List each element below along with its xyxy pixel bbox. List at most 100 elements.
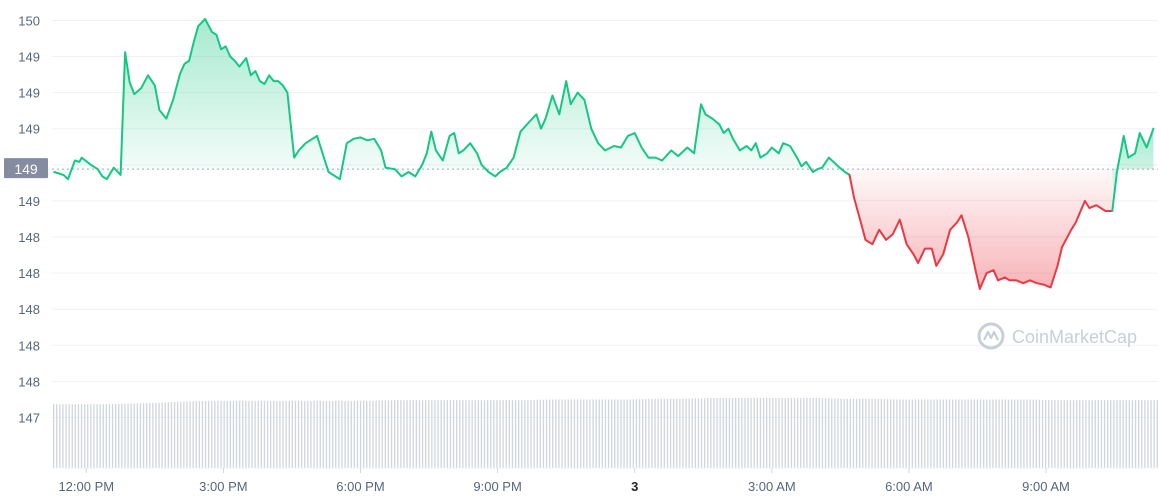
volume-bar bbox=[1076, 400, 1078, 468]
volume-bar bbox=[449, 400, 452, 468]
volume-bar bbox=[880, 399, 882, 468]
volume-bar bbox=[620, 399, 622, 468]
volume-bar bbox=[483, 400, 486, 468]
volume-bar bbox=[177, 401, 179, 468]
volume-bar bbox=[719, 398, 721, 468]
volume-bar bbox=[669, 398, 672, 468]
volume-bar bbox=[911, 399, 913, 468]
volume-bar bbox=[979, 399, 982, 468]
volume-bar bbox=[1131, 400, 1134, 468]
volume-bar bbox=[493, 400, 495, 468]
volume-bar bbox=[890, 399, 892, 468]
volume-bars bbox=[53, 398, 1158, 468]
volume-bar bbox=[468, 400, 470, 468]
volume-bar bbox=[319, 400, 321, 468]
volume-bar bbox=[942, 399, 944, 468]
volume-bar bbox=[716, 398, 718, 468]
volume-bar bbox=[366, 400, 368, 468]
volume-bar bbox=[338, 400, 340, 468]
volume-bar bbox=[412, 400, 414, 468]
volume-bar bbox=[886, 399, 889, 468]
volume-bar bbox=[1097, 400, 1099, 468]
volume-bar bbox=[893, 399, 895, 468]
volume-bar bbox=[130, 403, 132, 468]
volume-bar bbox=[846, 398, 848, 468]
volume-bar bbox=[294, 400, 297, 468]
volume-bar bbox=[105, 404, 107, 468]
volume-bar bbox=[263, 400, 266, 468]
volume-bar bbox=[167, 402, 169, 468]
volume-bar bbox=[908, 399, 910, 468]
volume-bar bbox=[291, 400, 293, 468]
volume-bar bbox=[840, 398, 842, 468]
volume-bar bbox=[183, 401, 185, 468]
volume-bar bbox=[90, 404, 92, 468]
volume-bar bbox=[1026, 399, 1028, 468]
volume-bar bbox=[1017, 399, 1019, 468]
volume-bar bbox=[552, 399, 554, 468]
volume-bar bbox=[142, 403, 145, 468]
volume-bar bbox=[583, 399, 585, 468]
volume-bar bbox=[769, 398, 771, 468]
volume-bar bbox=[266, 400, 269, 468]
volume-bar bbox=[744, 398, 746, 468]
volume-bar bbox=[59, 404, 61, 468]
volume-bar bbox=[1035, 399, 1037, 468]
volume-bar bbox=[1029, 399, 1031, 468]
y-tick-label: 149 bbox=[18, 86, 40, 101]
volume-bar bbox=[564, 399, 566, 468]
volume-bar bbox=[180, 401, 182, 468]
volume-bar bbox=[496, 400, 498, 468]
volume-bar bbox=[775, 398, 777, 468]
volume-bar bbox=[1010, 399, 1013, 468]
volume-bar bbox=[623, 399, 625, 468]
volume-bar bbox=[756, 398, 758, 468]
volume-bar bbox=[778, 398, 780, 468]
volume-bar bbox=[1045, 399, 1047, 468]
volume-bar bbox=[657, 398, 659, 468]
volume-bar bbox=[1134, 400, 1137, 468]
volume-bar bbox=[158, 402, 160, 468]
volume-bar bbox=[443, 400, 445, 468]
volume-bar bbox=[186, 401, 188, 468]
volume-bar bbox=[211, 400, 213, 468]
y-tick-label: 149 bbox=[18, 122, 40, 137]
volume-bar bbox=[967, 399, 969, 468]
volume-bar bbox=[310, 400, 312, 468]
volume-bar bbox=[558, 399, 560, 468]
volume-bar bbox=[787, 398, 789, 468]
volume-bar bbox=[378, 400, 380, 468]
volume-bar bbox=[917, 399, 920, 468]
y-axis: 150149149149149149148148148148148147 bbox=[18, 13, 40, 425]
volume-bar bbox=[973, 399, 975, 468]
volume-bar bbox=[288, 400, 290, 468]
volume-bar bbox=[645, 399, 647, 468]
volume-bar bbox=[1054, 400, 1056, 468]
volume-bar bbox=[229, 400, 231, 468]
volume-bar bbox=[781, 398, 783, 468]
volume-bar bbox=[195, 401, 197, 468]
price-line-up bbox=[1111, 127, 1155, 212]
volume-bar bbox=[803, 398, 805, 468]
volume-bar bbox=[96, 404, 98, 468]
volume-bar bbox=[1020, 399, 1022, 468]
volume-bar bbox=[927, 399, 929, 468]
volume-bar bbox=[313, 400, 315, 468]
volume-bar bbox=[80, 404, 83, 468]
volume-bar bbox=[704, 398, 706, 468]
volume-bar bbox=[728, 398, 731, 468]
volume-bar bbox=[700, 398, 703, 468]
volume-bar bbox=[790, 398, 793, 468]
volume-bar bbox=[855, 398, 858, 468]
x-tick-label: 3:00 PM bbox=[199, 479, 247, 494]
volume-bar bbox=[828, 398, 830, 468]
volume-bar bbox=[68, 404, 70, 468]
x-tick-label: 3 bbox=[631, 479, 638, 494]
volume-bar bbox=[1153, 400, 1155, 468]
volume-bar bbox=[518, 400, 520, 468]
volume-bar bbox=[859, 398, 861, 468]
volume-bar bbox=[93, 404, 95, 468]
volume-bar bbox=[772, 398, 774, 468]
volume-bar bbox=[738, 398, 740, 468]
volume-bar bbox=[223, 400, 225, 468]
